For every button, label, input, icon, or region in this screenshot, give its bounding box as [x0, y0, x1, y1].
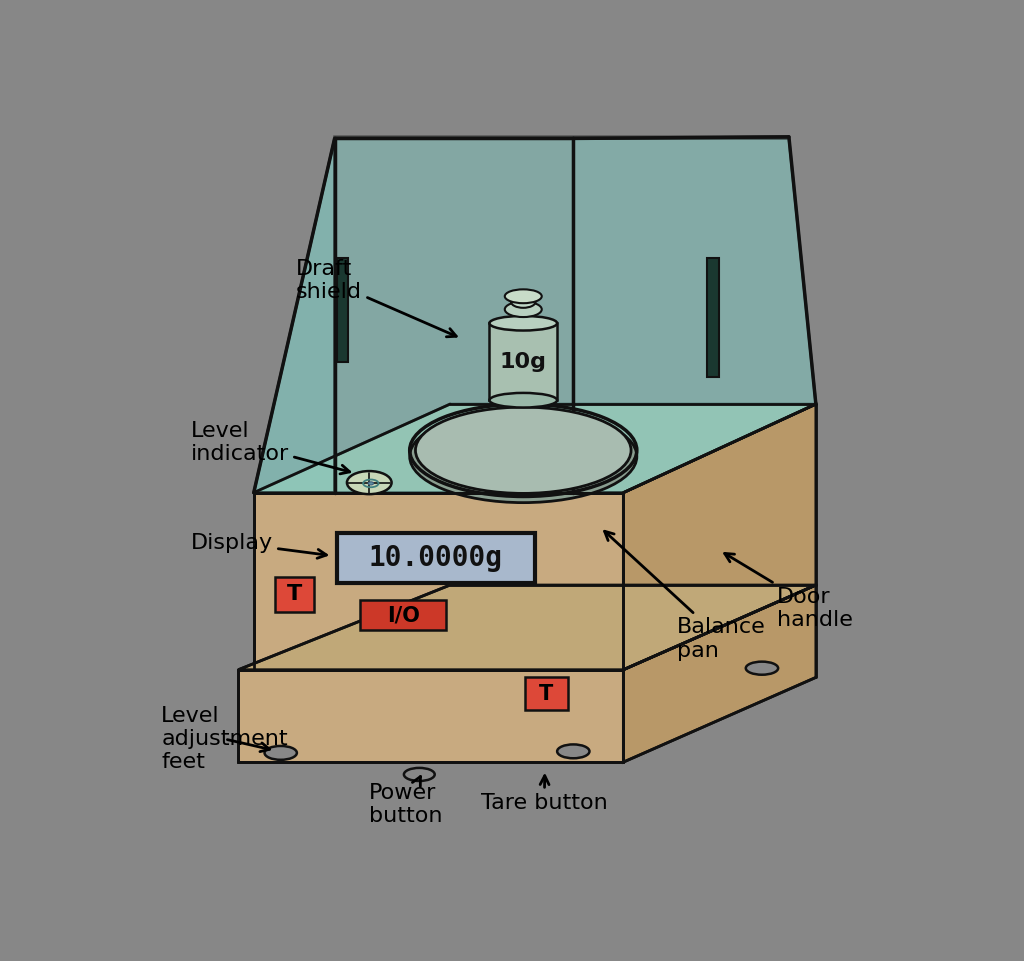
Text: 10g: 10g — [500, 352, 547, 372]
Polygon shape — [360, 601, 446, 629]
Polygon shape — [337, 532, 535, 583]
Text: 10.0000g: 10.0000g — [369, 544, 503, 572]
Ellipse shape — [368, 481, 374, 485]
Polygon shape — [239, 670, 624, 762]
Ellipse shape — [489, 316, 557, 331]
Ellipse shape — [505, 302, 542, 317]
Polygon shape — [254, 404, 816, 493]
Text: Display: Display — [190, 532, 327, 558]
Text: Tare button: Tare button — [481, 776, 607, 813]
Polygon shape — [335, 138, 573, 493]
Text: Level
adjustment
feet: Level adjustment feet — [162, 705, 288, 773]
Text: T: T — [540, 683, 554, 703]
Ellipse shape — [511, 295, 536, 308]
Polygon shape — [254, 493, 624, 670]
Text: Power
button: Power button — [370, 776, 442, 826]
Polygon shape — [524, 678, 568, 710]
Text: T: T — [287, 584, 302, 604]
Polygon shape — [624, 404, 816, 670]
Ellipse shape — [505, 289, 542, 304]
Polygon shape — [275, 578, 313, 612]
Ellipse shape — [410, 410, 637, 503]
Text: Draft
shield: Draft shield — [296, 259, 457, 336]
Text: Level
indicator: Level indicator — [190, 421, 350, 474]
Ellipse shape — [745, 661, 778, 675]
Ellipse shape — [264, 746, 297, 760]
Polygon shape — [624, 585, 816, 762]
Polygon shape — [489, 323, 557, 400]
Polygon shape — [335, 136, 788, 138]
Polygon shape — [707, 258, 719, 377]
Ellipse shape — [489, 393, 557, 407]
Text: Door
handle: Door handle — [725, 554, 853, 629]
Text: I/O: I/O — [387, 605, 420, 625]
Polygon shape — [573, 138, 816, 493]
Ellipse shape — [557, 745, 590, 758]
Polygon shape — [337, 258, 348, 361]
Ellipse shape — [347, 471, 391, 494]
Ellipse shape — [403, 768, 435, 781]
Polygon shape — [239, 585, 816, 670]
Polygon shape — [254, 138, 335, 493]
Text: Balance
pan: Balance pan — [604, 531, 766, 660]
Ellipse shape — [416, 407, 631, 493]
